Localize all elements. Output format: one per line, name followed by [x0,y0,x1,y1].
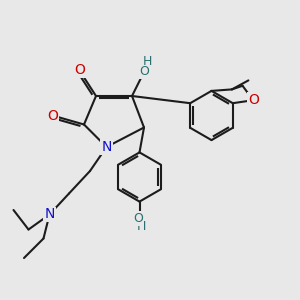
Text: O: O [248,93,259,107]
Text: H: H [142,55,152,68]
Text: N: N [101,140,112,154]
Text: O: O [47,109,58,122]
Text: O: O [74,64,85,77]
Text: O: O [133,212,143,225]
Text: N: N [44,208,55,221]
Text: H: H [136,220,146,233]
Text: O: O [139,65,149,79]
